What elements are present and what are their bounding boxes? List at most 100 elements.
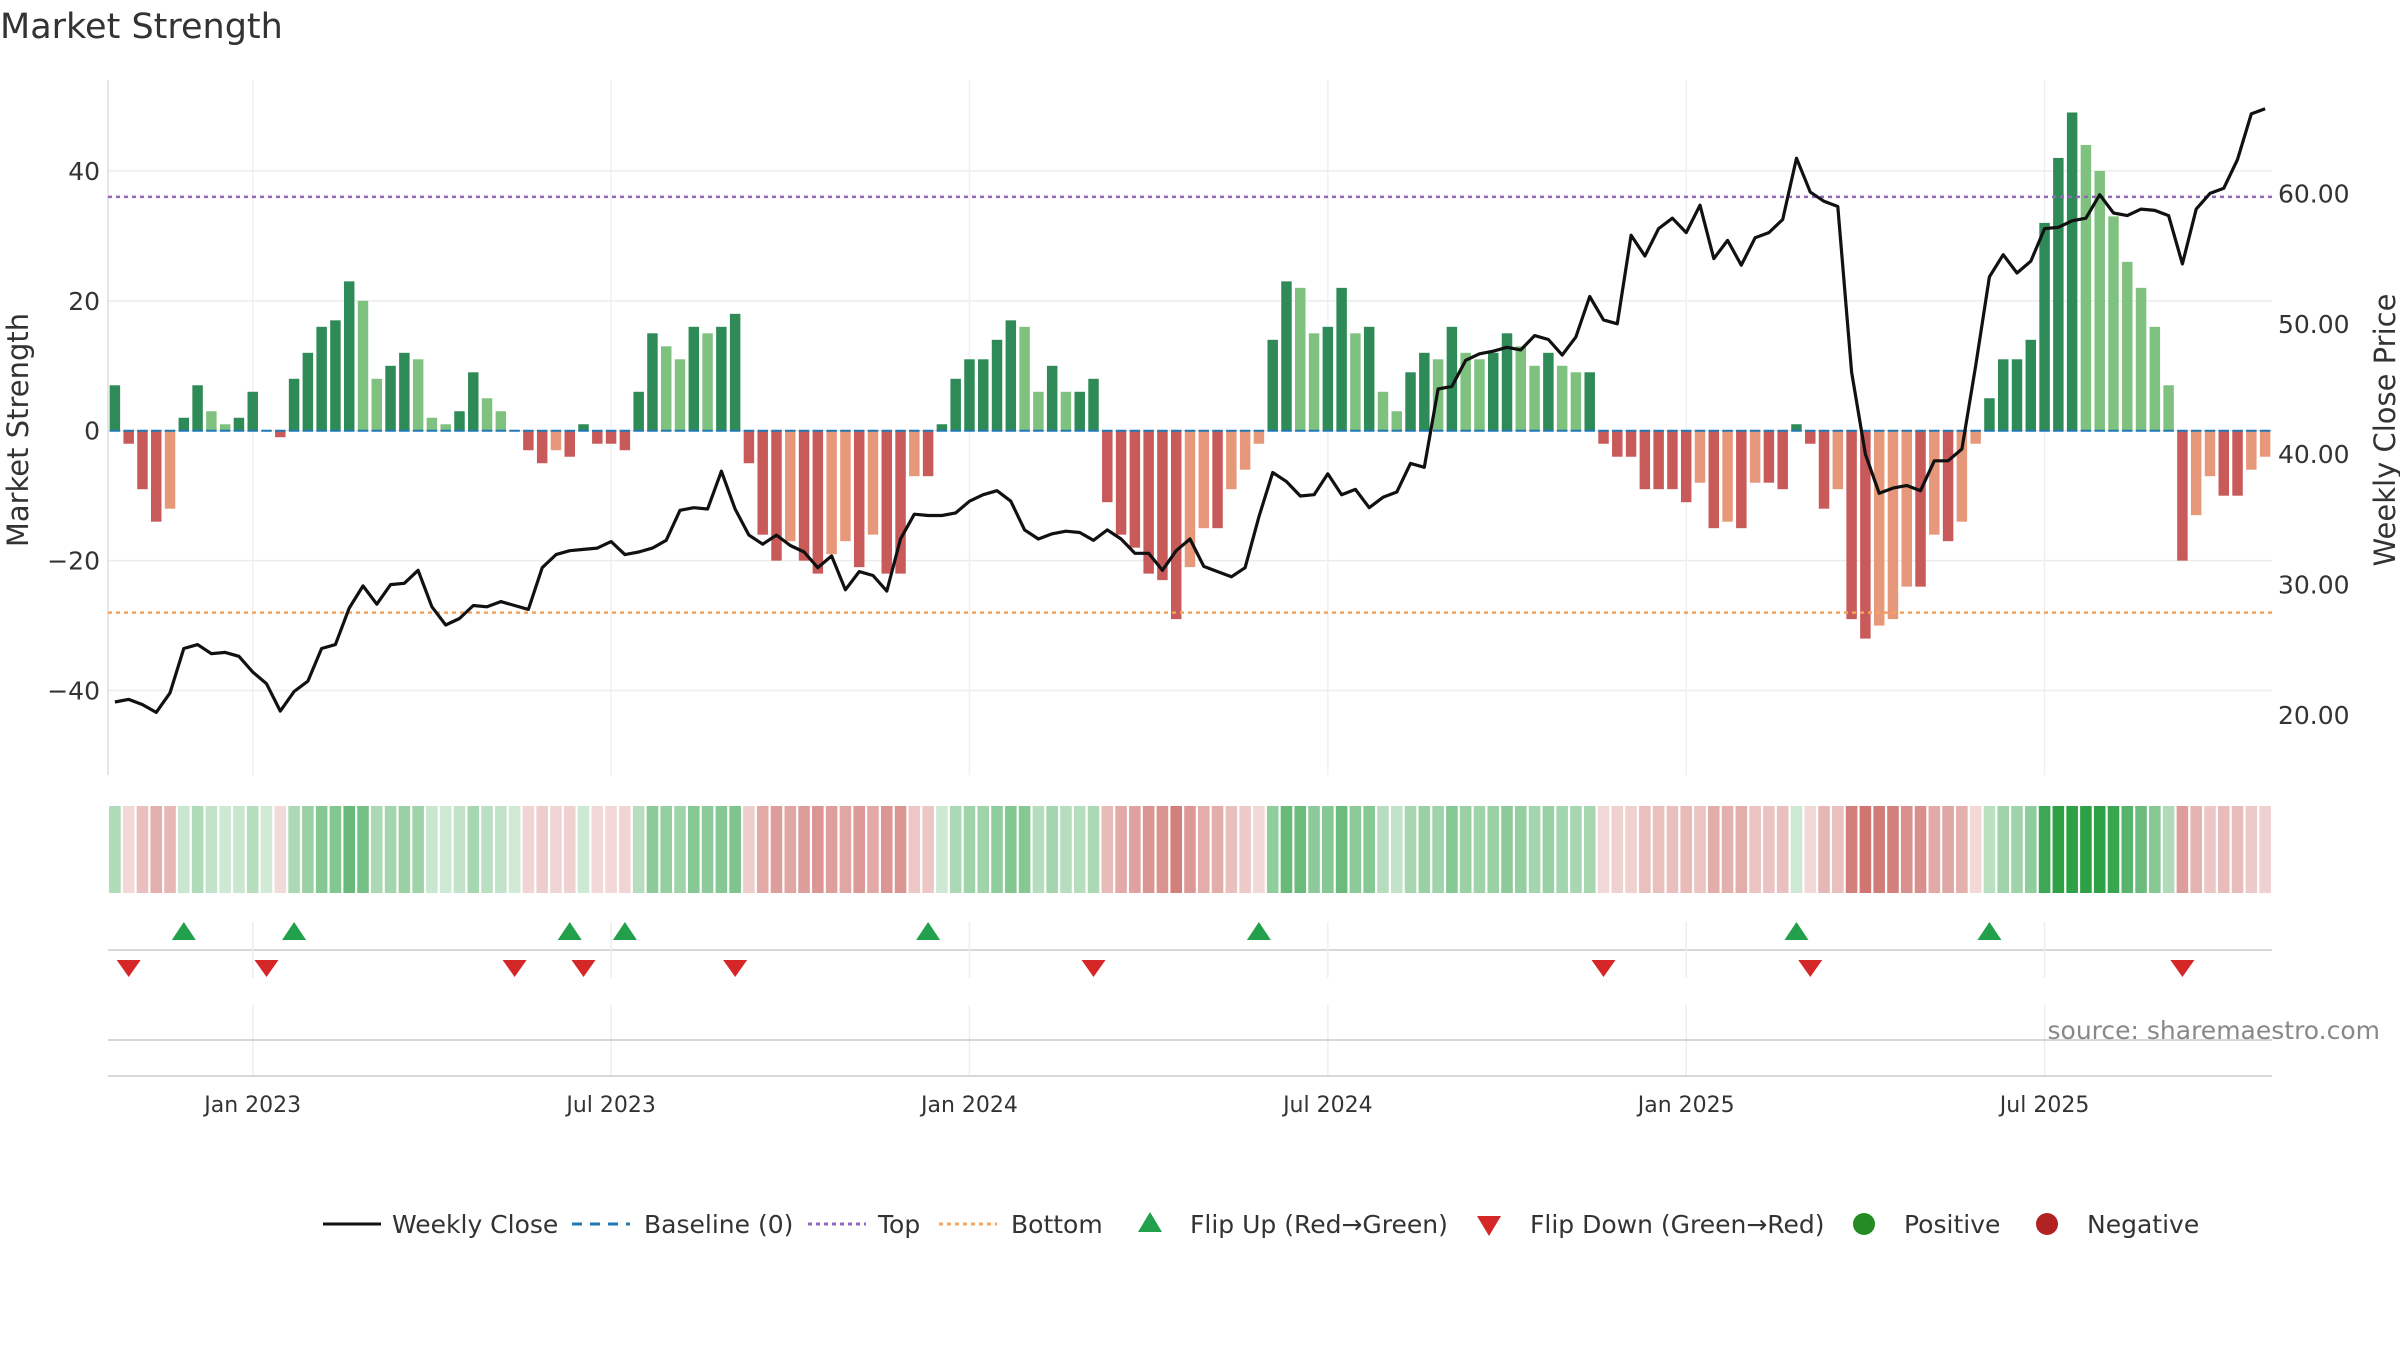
strength-bar [1239, 430, 1251, 470]
heat-cell [1556, 806, 1568, 893]
strength-bar [1005, 320, 1017, 431]
heat-cell [550, 806, 562, 893]
strength-bar [1226, 430, 1237, 490]
heat-cell [770, 806, 783, 893]
heat-cell [1515, 806, 1527, 893]
legend-baseline-label: Baseline (0) [644, 1210, 793, 1239]
strength-bar [1929, 430, 1940, 535]
heat-cell [1225, 806, 1238, 893]
heat-cell [2217, 806, 2230, 893]
strength-bar [729, 313, 741, 431]
heat-cell [233, 806, 245, 893]
strength-bar [909, 430, 920, 477]
strength-bar [1322, 326, 1334, 431]
strength-bar [178, 417, 190, 431]
strength-bar [2122, 261, 2133, 431]
x-tick-label: Jul 2024 [1281, 1093, 1373, 1118]
heat-cell [729, 806, 741, 893]
reference-lines [108, 195, 2272, 614]
strength-bar [1419, 352, 1430, 431]
heat-cell [1652, 806, 1665, 893]
x-axis: Jan 2023 Jul 2023 Jan 2024 Jul 2024 Jan 2025… [108, 1005, 2272, 1118]
strength-bar [426, 417, 438, 431]
strength-bar [1267, 339, 1278, 431]
left-tick-label: 0 [84, 417, 100, 446]
legend-positive-label: Positive [1904, 1210, 2000, 1239]
strength-bar [302, 352, 314, 431]
heat-cell [1583, 806, 1596, 893]
heat-cell [1611, 806, 1624, 893]
strength-bar [1556, 365, 1568, 431]
strength-bar [1501, 333, 1513, 431]
heat-cell [1597, 806, 1610, 893]
heat-cell [2135, 806, 2147, 893]
heat-cell [1322, 806, 1334, 893]
strength-bar [412, 359, 424, 431]
strength-bar [440, 424, 451, 431]
strength-bar [757, 430, 768, 535]
heat-cell [1639, 806, 1651, 893]
source-note: source: sharemaestro.com [2048, 1016, 2381, 1045]
flip-down-marker [1798, 960, 1823, 977]
heat-cell [2245, 806, 2258, 893]
flip-down-marker [502, 960, 527, 977]
heat-cell [370, 806, 383, 893]
strength-bar [2066, 112, 2078, 431]
strength-bar [1653, 430, 1664, 490]
strength-bar [660, 346, 672, 431]
heat-cell [412, 806, 424, 893]
flip-down-marker [116, 960, 141, 977]
heat-cell [1570, 806, 1582, 893]
left-tick-label: 20 [68, 287, 100, 316]
strength-bar [881, 430, 893, 574]
left-tick-label: −40 [47, 677, 100, 706]
strength-bar [288, 378, 300, 431]
strength-bar [771, 430, 782, 561]
flip-up-marker [282, 922, 307, 940]
heat-cell [1211, 806, 1224, 893]
flip-up-marker [916, 922, 941, 940]
heat-cell [1308, 806, 1320, 893]
heat-cell [219, 806, 231, 893]
strength-bar [2039, 222, 2050, 431]
strength-bar [564, 430, 575, 457]
heat-cell [1942, 806, 1954, 893]
strength-bar [1832, 430, 1844, 490]
strength-bar [233, 417, 245, 431]
left-axis-ticks: 40 20 0 −20 −40 [47, 157, 100, 706]
strength-bar [1901, 430, 1912, 587]
strength-bar [1363, 326, 1375, 431]
strength-bar [2108, 216, 2119, 431]
heat-cell [453, 806, 466, 893]
strength-bar [1680, 430, 1692, 503]
heat-cell [977, 806, 990, 893]
strength-bar [1805, 430, 1816, 444]
strength-bar [1942, 430, 1954, 542]
x-tick-label: Jul 2025 [1998, 1093, 2090, 1118]
strength-bar [1667, 430, 1678, 490]
strength-bar [1060, 391, 1072, 431]
heat-cell [632, 806, 645, 893]
strength-bar [2135, 287, 2147, 431]
heat-cell [136, 806, 149, 893]
heat-cell [2011, 806, 2023, 893]
strength-bar [936, 424, 948, 431]
strength-bar [1515, 346, 1527, 431]
heat-cell [991, 806, 1003, 893]
heat-cell [908, 806, 921, 893]
heat-cell [605, 806, 617, 893]
heat-cell [674, 806, 686, 893]
heat-cell [1266, 806, 1279, 893]
heat-cell [384, 806, 397, 893]
strength-bar [950, 378, 961, 431]
strength-bar [826, 430, 837, 555]
strength-bar [536, 430, 548, 464]
strength-bar [2080, 144, 2092, 431]
strength-bar [592, 430, 603, 444]
heat-cell [481, 806, 493, 893]
strength-bar [523, 430, 534, 451]
strength-bar [1391, 411, 1402, 431]
legend-flip-up-swatch [1138, 1212, 1162, 1232]
heat-cell [936, 806, 948, 893]
